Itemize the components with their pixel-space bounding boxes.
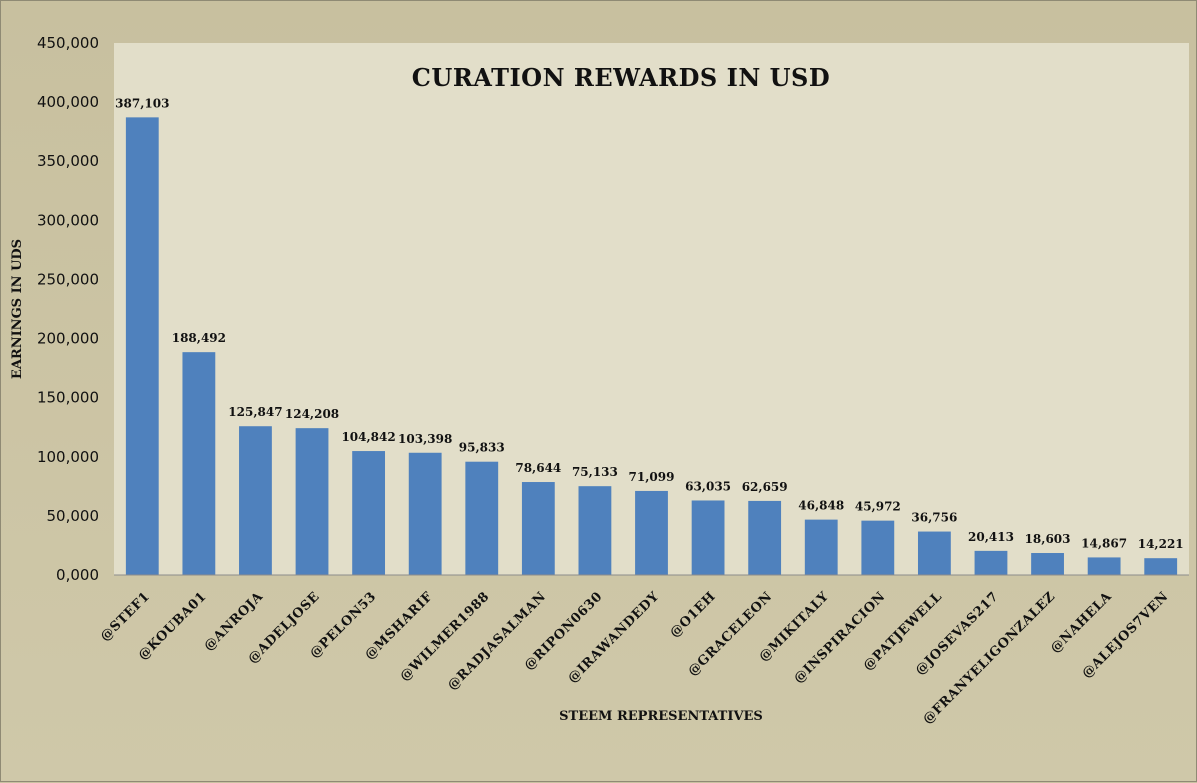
bar [974,550,1008,575]
bars [125,117,1178,576]
y-tick-label: 100,000 [37,448,99,466]
bar [748,500,782,575]
bar [691,500,725,575]
data-label: 63,035 [685,479,731,493]
bar [125,117,159,576]
bar [408,452,442,575]
x-tick-label: @O1EH [667,589,719,641]
x-axis-ticks: @STEF1@KOUBA01@ANROJA@ADELJOSE@PELON53@M… [98,589,1172,727]
bar [521,482,555,575]
data-label: 45,972 [855,500,901,514]
data-label: 75,133 [572,465,618,479]
y-tick-label: 150,000 [37,389,99,407]
data-label: 46,848 [798,499,844,513]
x-axis-title: STEEM REPRESENTATIVES [559,709,763,724]
y-tick-label: 400,000 [37,93,99,111]
bar [182,352,216,575]
bar [635,490,668,575]
bar [239,426,272,575]
data-label: 104,842 [341,430,395,444]
data-label: 71,099 [629,470,675,484]
bar [295,428,329,575]
data-label: 124,208 [285,407,339,421]
y-axis-title: EARNINGS IN UDS [10,239,25,379]
data-label: 78,644 [515,461,561,475]
y-axis-ticks: 0,000 50,000 100,000 150,000 200,000 250,000 3… [37,34,99,584]
data-label: 14,867 [1081,536,1127,550]
bar [578,486,612,575]
data-label: 18,603 [1025,532,1071,546]
data-label: 20,413 [968,530,1014,544]
data-label: 36,756 [911,511,957,525]
data-label: 387,103 [115,96,169,110]
y-tick-label: 200,000 [37,330,99,348]
x-tick-label: @STEF1 [98,589,153,644]
y-tick-label: 350,000 [37,152,99,170]
bar [804,519,838,575]
bar [1031,553,1064,575]
bar [861,520,895,575]
data-label: 125,847 [228,405,282,419]
y-tick-label: 450,000 [37,34,99,52]
y-tick-label: 0,000 [56,566,99,584]
y-tick-label: 50,000 [47,507,100,525]
data-label: 14,221 [1138,537,1184,551]
bar [465,461,499,575]
bar [917,531,951,575]
x-tick-label: @RADJASALMAN [445,589,549,693]
bar [1087,557,1121,575]
y-tick-label: 250,000 [37,270,99,288]
data-label: 188,492 [172,331,226,345]
bar [352,451,386,575]
bar [1144,558,1178,575]
data-label: 62,659 [742,480,788,494]
data-label: 103,398 [398,432,452,446]
plot-area [114,43,1189,575]
data-label: 95,833 [459,441,505,455]
y-tick-label: 300,000 [37,211,99,229]
chart-title: CURATION REWARDS IN USD [412,63,830,92]
